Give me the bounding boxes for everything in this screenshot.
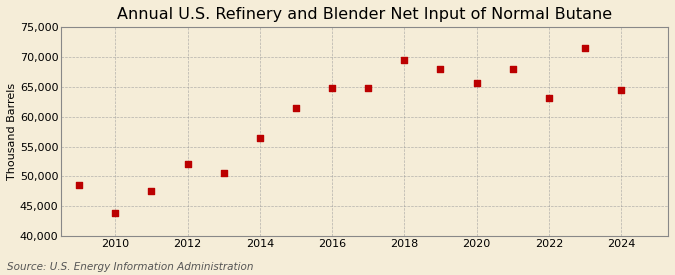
Point (146, 189, 157, 194)
Point (290, 106, 301, 110)
Point (508, 67, 518, 71)
Point (218, 171, 229, 176)
Title: Annual U.S. Refinery and Blender Net Input of Normal Butane: Annual U.S. Refinery and Blender Net Inp… (117, 7, 612, 22)
Point (254, 135, 265, 140)
Point (471, 81, 482, 85)
Point (399, 58, 410, 62)
Point (74, 183, 84, 188)
Point (327, 86, 338, 90)
Point (435, 67, 446, 71)
Point (182, 162, 193, 167)
Y-axis label: Thousand Barrels: Thousand Barrels (7, 83, 17, 180)
Text: Source: U.S. Energy Information Administration: Source: U.S. Energy Information Administ… (7, 262, 253, 272)
Point (543, 95, 554, 100)
Point (110, 211, 121, 216)
Point (616, 88, 626, 92)
Point (580, 46, 591, 50)
Point (362, 86, 373, 90)
